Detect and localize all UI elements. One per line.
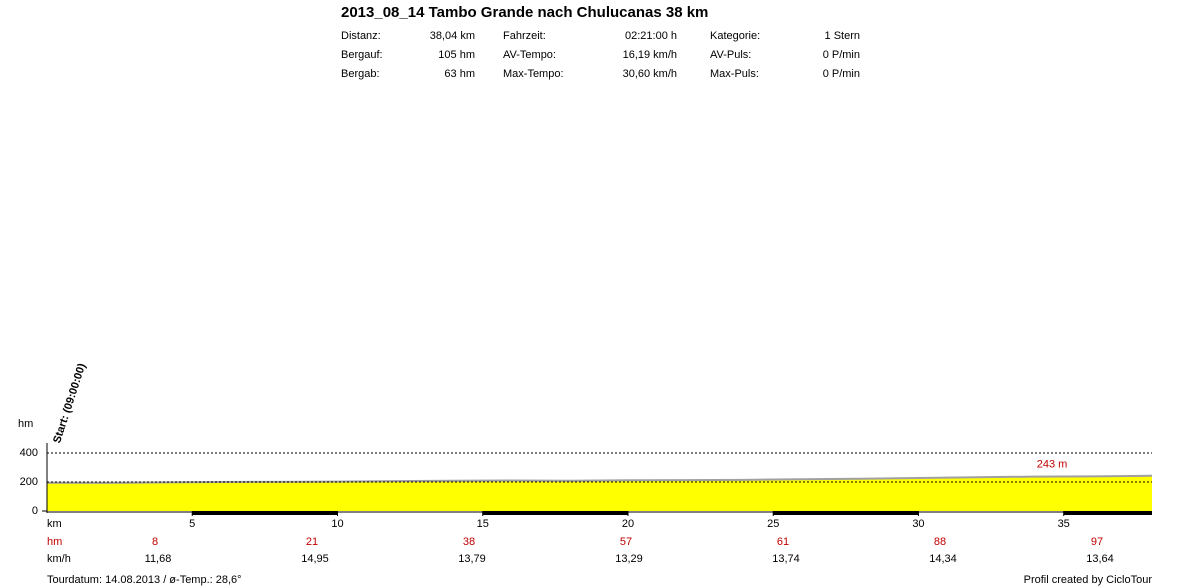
segment-kmh: 11,68 xyxy=(145,553,172,565)
stat-value: 38,04 km xyxy=(430,30,475,42)
x-tick-label: 35 xyxy=(1058,518,1070,530)
stat-label: Distanz: xyxy=(341,30,381,42)
max-label: 243 m xyxy=(1037,459,1068,471)
stat-label: Kategorie: xyxy=(710,30,760,42)
axis-band xyxy=(1063,511,1152,515)
start-label: Start: (09:00:00) xyxy=(51,362,88,445)
x-tick-label: 30 xyxy=(912,518,924,530)
stat-value: 02:21:00 h xyxy=(625,30,677,42)
stat-label: Bergauf: xyxy=(341,49,383,61)
stat-value: 0 P/min xyxy=(823,49,860,61)
axis-band xyxy=(482,511,628,515)
segment-hm: 21 xyxy=(306,536,318,548)
stat-value: 30,60 km/h xyxy=(623,68,677,80)
stat-label: Bergab: xyxy=(341,68,380,80)
stat-label: Fahrzeit: xyxy=(503,30,546,42)
x-tick-label: 20 xyxy=(622,518,634,530)
segment-kmh: 13,74 xyxy=(772,553,800,565)
segment-hm: 38 xyxy=(463,536,475,548)
elevation-area xyxy=(47,475,1152,511)
stat-label: AV-Puls: xyxy=(710,49,751,61)
segment-kmh: 13,79 xyxy=(458,553,486,565)
y-tick-label: 0 xyxy=(32,505,38,517)
title: 2013_08_14 Tambo Grande nach Chulucanas … xyxy=(341,4,708,21)
y-tick-label: 400 xyxy=(20,447,38,459)
segment-hm: 88 xyxy=(934,536,946,548)
x-axis-label: km xyxy=(47,518,62,530)
stat-label: Max-Puls: xyxy=(710,68,759,80)
segment-kmh: 13,64 xyxy=(1086,553,1114,565)
stat-value: 1 Stern xyxy=(825,30,860,42)
x-tick-label: 15 xyxy=(477,518,489,530)
stat-value: 105 hm xyxy=(438,49,475,61)
elevation-line xyxy=(46,474,1153,484)
chart: hm Start: (09:00:00) 0 200 400 243 m km 5 10 15 20… xyxy=(18,362,1153,565)
x-tick-label: 5 xyxy=(189,518,195,530)
segment-kmh: 13,29 xyxy=(615,553,643,565)
axis-band xyxy=(773,511,919,515)
footer-left: Tourdatum: 14.08.2013 / ø-Temp.: 28,6° xyxy=(47,574,242,586)
stat-label: AV-Tempo: xyxy=(503,49,556,61)
footer-right: Profil created by CicloTour xyxy=(1024,574,1153,586)
segment-kmh: 14,95 xyxy=(301,553,329,565)
stat-label: Max-Tempo: xyxy=(503,68,564,80)
axis-band xyxy=(192,511,338,515)
y-tick-label: 200 xyxy=(20,476,38,488)
y-axis-label: hm xyxy=(18,418,33,430)
stats-table: Distanz: 38,04 km Fahrzeit: 02:21:00 h Kateg… xyxy=(341,30,860,80)
stat-value: 0 P/min xyxy=(823,68,860,80)
x-tick-label: 25 xyxy=(767,518,779,530)
x-tick-label: 10 xyxy=(331,518,343,530)
segment-kmh: 14,34 xyxy=(929,553,957,565)
segment-hm: 61 xyxy=(777,536,789,548)
stat-value: 63 hm xyxy=(444,68,475,80)
kmh-row-label: km/h xyxy=(47,553,71,565)
stat-value: 16,19 km/h xyxy=(623,49,677,61)
segment-hm: 57 xyxy=(620,536,632,548)
segment-hm: 97 xyxy=(1091,536,1103,548)
segment-hm: 8 xyxy=(152,536,158,548)
hm-row-label: hm xyxy=(47,536,62,548)
